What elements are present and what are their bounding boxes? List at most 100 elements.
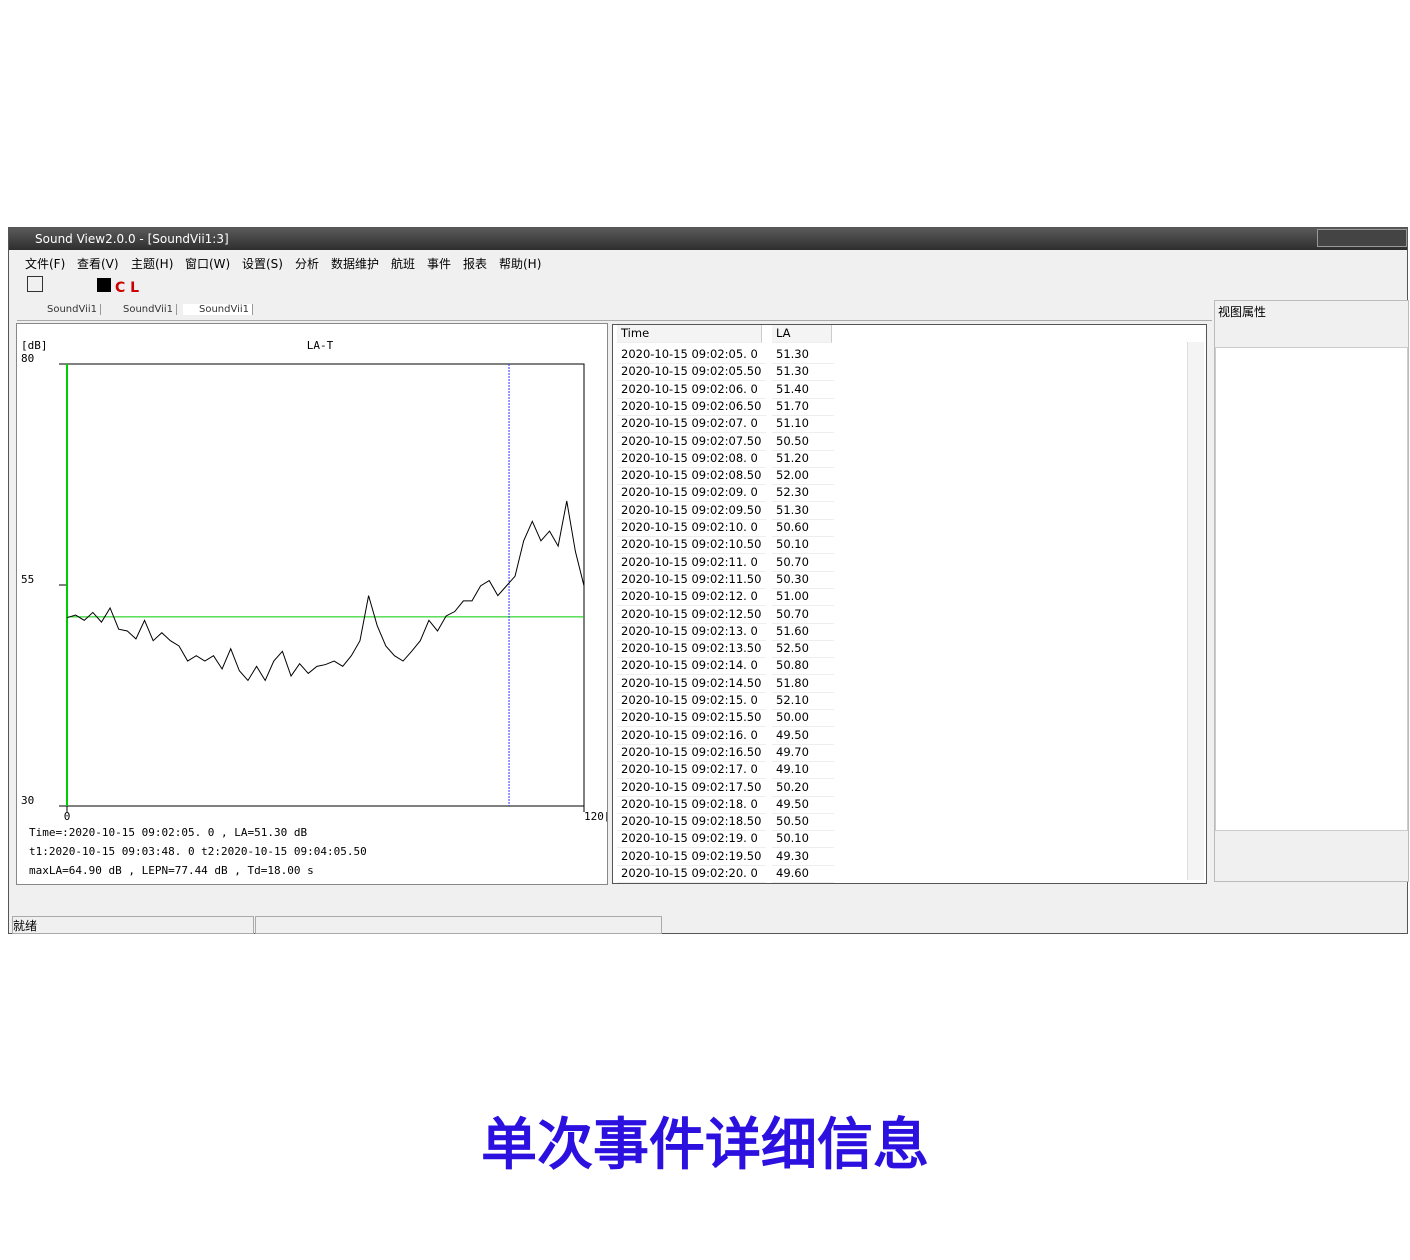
table-cell: 2020-10-15 09:02:17. 0 <box>617 761 766 780</box>
chart: [dB] LA-T 30 55 80 0 120[s] Time=:2020-10-15 09… <box>21 339 624 877</box>
menu-item[interactable]: 设置(S) <box>242 257 283 271</box>
table-cell: 2020-10-15 09:02:16. 0 <box>617 727 766 745</box>
tab[interactable]: SoundVii1 <box>183 304 254 315</box>
table-cell: 2020-10-15 09:02:07. 0 <box>617 415 766 434</box>
menu-item[interactable]: 主题(H) <box>131 257 174 271</box>
table-cell: 2020-10-15 09:02:11.50 <box>617 571 766 589</box>
table-cell: 2020-10-15 09:02:08.50 <box>617 467 766 486</box>
column-header[interactable]: LA <box>772 325 832 343</box>
table-cell: 51.30 <box>772 363 834 382</box>
table-cell: 51.10 <box>772 415 834 434</box>
table-cell: 2020-10-15 09:02:07.50 <box>617 433 766 451</box>
table-cell: 51.00 <box>772 588 834 607</box>
menu-item[interactable]: 文件(F) <box>25 257 66 271</box>
table-cell: 2020-10-15 09:02:14. 0 <box>617 657 766 676</box>
scrollbar[interactable] <box>1187 342 1204 880</box>
table-cell: 2020-10-15 09:02:13. 0 <box>617 623 766 641</box>
menu-item[interactable]: 窗口(W) <box>185 257 231 271</box>
status-panels <box>255 916 662 934</box>
menu-item[interactable]: 报表 <box>463 257 488 271</box>
info-line: Time=:2020-10-15 09:02:05. 0 , LA=51.30 … <box>29 826 308 839</box>
table-cell: 51.20 <box>772 450 834 468</box>
chart-panel: [dB] LA-T 30 55 80 0 120[s] Time=:2020-10-15 09… <box>16 323 624 885</box>
table-cell: 2020-10-15 09:02:08. 0 <box>617 450 766 468</box>
table-cell: 50.50 <box>772 433 834 451</box>
table-cell: 50.20 <box>772 779 834 797</box>
table-cell: 2020-10-15 09:02:15. 0 <box>617 692 766 710</box>
tab-strip: SoundVii1 SoundVii1 SoundVii1 <box>17 298 1212 321</box>
table-cell: 50.80 <box>772 657 834 676</box>
window-controls[interactable] <box>1317 229 1407 247</box>
y-tick-label: 55 <box>21 573 34 586</box>
table-cell: 50.60 <box>772 519 834 537</box>
table-cell: 2020-10-15 09:02:11. 0 <box>617 554 766 572</box>
table-cell: 49.50 <box>772 796 834 814</box>
tab[interactable]: SoundVii1 <box>107 304 178 315</box>
table-cell: 2020-10-15 09:02:13.50 <box>617 640 766 659</box>
toolbar: C L <box>23 276 233 296</box>
tab[interactable]: SoundVii1 <box>31 304 102 315</box>
table-cell: 49.70 <box>772 744 834 762</box>
table-cell: 50.70 <box>772 554 834 572</box>
table-cell: 52.50 <box>772 640 834 659</box>
table-cell: 2020-10-15 09:02:12. 0 <box>617 588 766 607</box>
title-bar: Sound View2.0.0 - [SoundVii1:3] <box>9 228 1407 250</box>
table-cell: 2020-10-15 09:02:19. 0 <box>617 830 766 849</box>
table-cell: 49.10 <box>772 761 834 780</box>
table-cell: 2020-10-15 09:02:06. 0 <box>617 381 766 399</box>
status-text: 就绪 <box>12 916 254 934</box>
table-cell: 51.80 <box>772 675 834 693</box>
menu-bar: 文件(F) 查看(V) 主题(H) 窗口(W) 设置(S) 分析 数据维护 航班 事件 报表 帮助(… <box>9 250 1407 272</box>
menu-item[interactable]: 分析 <box>295 257 320 271</box>
x-tick-label: 120[s] <box>584 810 607 823</box>
table-cell: 2020-10-15 09:02:12.50 <box>617 606 766 624</box>
plot-frame <box>66 363 585 807</box>
table-cell: 51.30 <box>772 502 834 520</box>
y-tick-label: 30 <box>21 794 34 807</box>
table-cell: 51.30 <box>772 346 834 364</box>
table-cell: 2020-10-15 09:02:06.50 <box>617 398 766 416</box>
table-cell: 2020-10-15 09:02:05.50 <box>617 363 766 382</box>
table-cell: 2020-10-15 09:02:09.50 <box>617 502 766 520</box>
side-panel-title: 视图属性 <box>1218 305 1267 319</box>
data-table: Time LA 2020-10-15 09:02:05. 0 51.30 2020-10… <box>612 324 1207 884</box>
table-cell: 2020-10-15 09:02:20. 0 <box>617 865 766 883</box>
info-line: maxLA=64.90 dB , LEPN=77.44 dB , Td=18.0… <box>29 864 314 877</box>
info-line: t1:2020-10-15 09:03:48. 0 t2:2020-10-15 … <box>29 845 367 858</box>
table-cell: 2020-10-15 09:02:18.50 <box>617 813 766 832</box>
table-cell: 52.00 <box>772 467 834 486</box>
table-cell: 50.10 <box>772 536 834 555</box>
table-cell: 52.10 <box>772 692 834 710</box>
table-cell: 50.00 <box>772 709 834 728</box>
menu-item[interactable]: 帮助(H) <box>499 257 542 271</box>
table-cell: 50.50 <box>772 813 834 832</box>
table-cell: 49.30 <box>772 848 834 866</box>
data-line <box>66 500 585 682</box>
table-cell: 2020-10-15 09:02:18. 0 <box>617 796 766 814</box>
y-tick-label: 80 <box>21 352 34 365</box>
property-grid <box>1215 347 1408 831</box>
table-cell: 2020-10-15 09:02:15.50 <box>617 709 766 728</box>
x-tick-label: 0 <box>64 810 71 823</box>
y-axis-label: [dB] <box>21 339 48 352</box>
table-cell: 2020-10-15 09:02:14.50 <box>617 675 766 693</box>
menu-item[interactable]: 航班 <box>391 257 416 271</box>
menu-item[interactable]: 数据维护 <box>331 257 380 271</box>
table-cell: 2020-10-15 09:02:19.50 <box>617 848 766 866</box>
table-cell: 2020-10-15 09:02:09. 0 <box>617 484 766 503</box>
table-cell: 51.60 <box>772 623 834 641</box>
table-cell: 2020-10-15 09:02:10. 0 <box>617 519 766 537</box>
table-cell: 2020-10-15 09:02:17.50 <box>617 779 766 797</box>
menu-item[interactable]: 事件 <box>427 257 452 271</box>
table-cell: 51.70 <box>772 398 834 416</box>
window-title: Sound View2.0.0 - [SoundVii1:3] <box>35 232 229 246</box>
caption: 单次事件详细信息 <box>481 1113 929 1178</box>
table-cell: 52.30 <box>772 484 834 503</box>
menu-item[interactable]: 查看(V) <box>77 257 119 271</box>
app-window: Sound View2.0.0 - [SoundVii1:3] 文件(F) 查看(… <box>8 227 1409 934</box>
table-cell: 51.40 <box>772 381 834 399</box>
chart-title: LA-T <box>307 339 334 352</box>
column-header[interactable]: Time <box>617 325 762 343</box>
table-cell: 50.30 <box>772 571 834 589</box>
